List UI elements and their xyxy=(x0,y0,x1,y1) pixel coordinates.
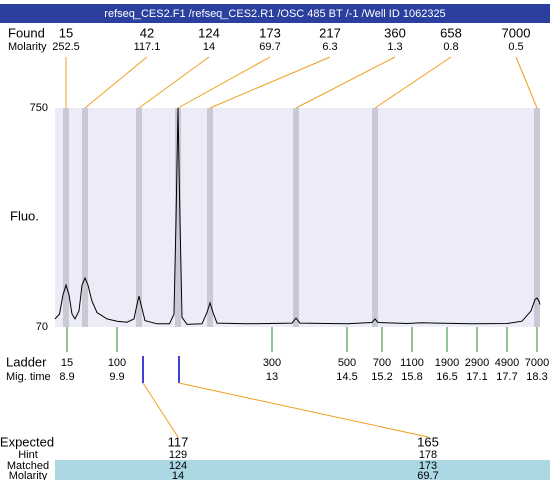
hint-size: 129 xyxy=(169,449,187,461)
match-connector xyxy=(178,382,429,438)
ladder-size: 15 xyxy=(61,357,73,369)
chart-title: refseq_CES2.F1 /refseq_CES2.R1 /OSC 485 … xyxy=(104,8,445,20)
found-molarity: 14 xyxy=(203,41,215,53)
molarity-label: Molarity xyxy=(8,41,47,53)
ladder-time: 17.7 xyxy=(496,371,517,383)
ladder-time: 16.5 xyxy=(436,371,457,383)
ladder-time: 13 xyxy=(266,371,278,383)
y-axis-label: Fluo. xyxy=(10,208,39,223)
found-molarity: 252.5 xyxy=(52,41,80,53)
y-tick-label: 70 xyxy=(36,321,48,333)
found-size: 173 xyxy=(259,25,281,40)
found-size: 217 xyxy=(319,25,341,40)
found-size: 42 xyxy=(140,25,154,40)
found-size: 7000 xyxy=(502,25,531,40)
found-size: 124 xyxy=(198,25,220,40)
matched-size: 124 xyxy=(169,460,187,472)
ladder-size: 2900 xyxy=(465,357,489,369)
found-size: 658 xyxy=(440,25,462,40)
ladder-size: 500 xyxy=(338,357,356,369)
mig-time-label: Mig. time xyxy=(6,371,51,383)
found-molarity: 0.8 xyxy=(443,41,458,53)
found-molarity: 1.3 xyxy=(387,41,402,53)
found-connector xyxy=(84,56,148,109)
found-size: 15 xyxy=(59,25,73,40)
ladder-size: 100 xyxy=(108,357,126,369)
ladder-size: 1900 xyxy=(435,357,459,369)
found-size: 360 xyxy=(384,25,406,40)
found-connector xyxy=(515,56,538,109)
expected-size: 165 xyxy=(417,434,439,449)
found-connector xyxy=(374,56,452,109)
ladder-time: 15.2 xyxy=(371,371,392,383)
found-connector xyxy=(138,56,210,109)
y-tick-label: 750 xyxy=(30,102,48,114)
found-molarity: 6.3 xyxy=(322,41,337,53)
found-connector xyxy=(295,56,396,109)
expected-size: 117 xyxy=(168,434,189,449)
ladder-label: Ladder xyxy=(6,354,47,369)
peak-band xyxy=(136,108,142,327)
peak-band xyxy=(372,108,378,327)
found-connector xyxy=(177,56,271,109)
hint-size: 178 xyxy=(419,449,437,461)
match-row-label: Hint xyxy=(18,449,38,461)
peak-band xyxy=(293,108,299,327)
peak-band xyxy=(63,108,69,327)
matched-molarity: 14 xyxy=(172,470,184,480)
ladder-time: 17.1 xyxy=(466,371,487,383)
ladder-size: 7000 xyxy=(525,357,549,369)
peak-band xyxy=(207,108,213,327)
found-molarity: 0.5 xyxy=(508,41,523,53)
match-row-label: Molarity xyxy=(9,470,48,480)
found-molarity: 69.7 xyxy=(259,41,280,53)
peak-band xyxy=(534,108,540,327)
match-row-label: Matched xyxy=(7,460,49,472)
ladder-time: 9.9 xyxy=(109,371,124,383)
matched-size: 173 xyxy=(419,460,437,472)
trace xyxy=(54,107,541,325)
matched-molarity: 69.7 xyxy=(417,470,438,480)
title-bar xyxy=(0,4,550,23)
ladder-size: 700 xyxy=(373,357,391,369)
ladder-time: 18.3 xyxy=(526,371,547,383)
ladder-time: 14.5 xyxy=(336,371,357,383)
ladder-size: 4900 xyxy=(495,357,519,369)
match-row-label: Expected xyxy=(0,434,54,449)
ladder-time: 8.9 xyxy=(59,371,74,383)
found-label: Found xyxy=(8,25,45,40)
match-connector xyxy=(142,382,179,438)
peak-band xyxy=(82,108,88,327)
ladder-size: 1100 xyxy=(400,357,424,369)
ladder-time: 15.8 xyxy=(401,371,422,383)
peak-band xyxy=(175,108,181,327)
ladder-size: 300 xyxy=(263,357,281,369)
found-molarity: 117.1 xyxy=(134,41,161,53)
matched-highlight xyxy=(55,460,550,480)
found-connector xyxy=(209,56,331,109)
